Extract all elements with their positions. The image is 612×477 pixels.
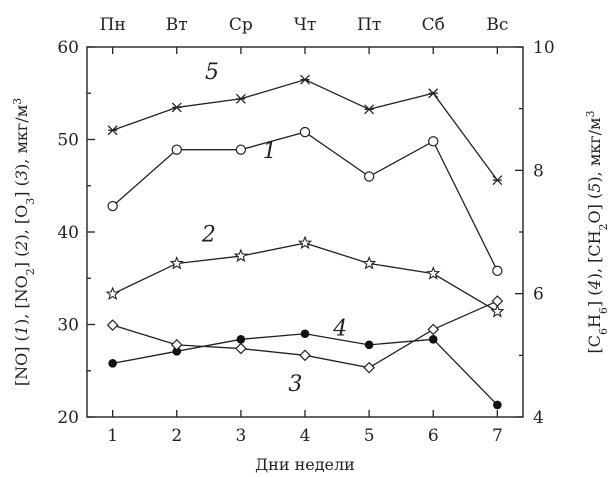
data-point bbox=[361, 255, 377, 270]
data-point bbox=[171, 102, 182, 113]
data-point bbox=[428, 136, 439, 147]
day-label: Сб bbox=[422, 15, 445, 35]
data-point bbox=[107, 200, 118, 212]
series-label: 4 bbox=[332, 317, 347, 342]
data-point bbox=[363, 361, 375, 374]
y-right-tick-label: 8 bbox=[533, 161, 544, 181]
data-point bbox=[297, 235, 313, 250]
series-label: 3 bbox=[288, 372, 302, 397]
data-point bbox=[428, 88, 439, 99]
series-label: 5 bbox=[205, 60, 219, 85]
data-point bbox=[299, 349, 311, 362]
data-point bbox=[106, 319, 119, 331]
x-tick-label: 2 bbox=[171, 426, 182, 446]
series-label: 2 bbox=[201, 222, 216, 247]
day-label: Пт bbox=[357, 15, 381, 35]
y-left-tick-label: 40 bbox=[57, 223, 79, 243]
plot-frame bbox=[86, 46, 524, 418]
x-tick-label: 3 bbox=[235, 426, 246, 446]
y-left-tick-label: 60 bbox=[57, 38, 79, 58]
x-tick-label: 1 bbox=[107, 426, 118, 446]
x-tick-label: 7 bbox=[492, 426, 503, 446]
data-point bbox=[300, 74, 310, 85]
data-point bbox=[235, 93, 246, 104]
x-tick-label: 5 bbox=[364, 426, 375, 446]
data-point bbox=[299, 126, 311, 138]
data-point bbox=[493, 400, 502, 410]
data-point bbox=[364, 104, 375, 115]
y-axis-right-title: [C6H6] (4), [CH2O] (5), мкг/м3 bbox=[584, 110, 610, 353]
series-5 bbox=[107, 74, 503, 186]
series-labels: 1 2 3 4 5 bbox=[201, 60, 347, 397]
data-point bbox=[235, 144, 247, 155]
day-label: Ср bbox=[229, 15, 253, 35]
data-point bbox=[364, 340, 374, 350]
series-line bbox=[112, 333, 498, 406]
data-point bbox=[492, 265, 503, 277]
series-4 bbox=[106, 295, 504, 374]
data-point bbox=[105, 286, 120, 301]
x-tick-label: 6 bbox=[428, 426, 439, 446]
data-point bbox=[490, 304, 505, 318]
series-layer bbox=[105, 74, 505, 410]
data-point bbox=[300, 329, 310, 339]
data-point bbox=[428, 335, 438, 344]
y-left-tick-label: 30 bbox=[57, 316, 79, 336]
y-right-tick-label: 10 bbox=[533, 38, 555, 58]
series-label: 1 bbox=[263, 139, 277, 164]
day-label: Вт bbox=[166, 15, 188, 35]
top-axis-day-labels: Пн Вт Ср Чт Пт Сб Вс bbox=[100, 15, 509, 35]
data-point bbox=[108, 359, 117, 368]
y-left-tick-label: 50 bbox=[57, 131, 79, 151]
y-right-tick-label: 4 bbox=[533, 408, 544, 428]
axis-ticks bbox=[87, 46, 523, 418]
y-left-tick-label: 20 bbox=[57, 408, 79, 428]
data-point bbox=[363, 171, 375, 182]
day-label: Вс bbox=[486, 15, 508, 35]
axis-tick-labels: 1 2 3 4 5 6 7 20 30 40 50 60 4 6 8 10 bbox=[57, 38, 554, 446]
data-point bbox=[233, 248, 249, 263]
data-point bbox=[171, 144, 182, 155]
series-2 bbox=[105, 235, 505, 318]
y-right-tick-label: 6 bbox=[533, 285, 544, 305]
data-point bbox=[491, 295, 504, 307]
data-point bbox=[170, 339, 183, 351]
data-point bbox=[426, 266, 441, 280]
series-line bbox=[112, 242, 498, 313]
series-1 bbox=[107, 126, 503, 277]
x-tick-label: 4 bbox=[300, 426, 311, 446]
x-axis-title: Дни недели bbox=[255, 455, 355, 474]
data-point bbox=[427, 323, 440, 336]
y-axis-left-title: [NO] (1), [NO2] (2), [O3] (3), мкг/м3 bbox=[11, 98, 37, 386]
data-point bbox=[492, 175, 503, 186]
day-label: Пн bbox=[100, 15, 126, 35]
day-label: Чт bbox=[294, 15, 317, 35]
series-3 bbox=[108, 329, 502, 410]
data-point bbox=[236, 335, 246, 344]
data-point bbox=[169, 255, 184, 270]
series-line bbox=[112, 131, 498, 272]
data-point bbox=[235, 342, 247, 355]
data-point bbox=[107, 125, 118, 136]
